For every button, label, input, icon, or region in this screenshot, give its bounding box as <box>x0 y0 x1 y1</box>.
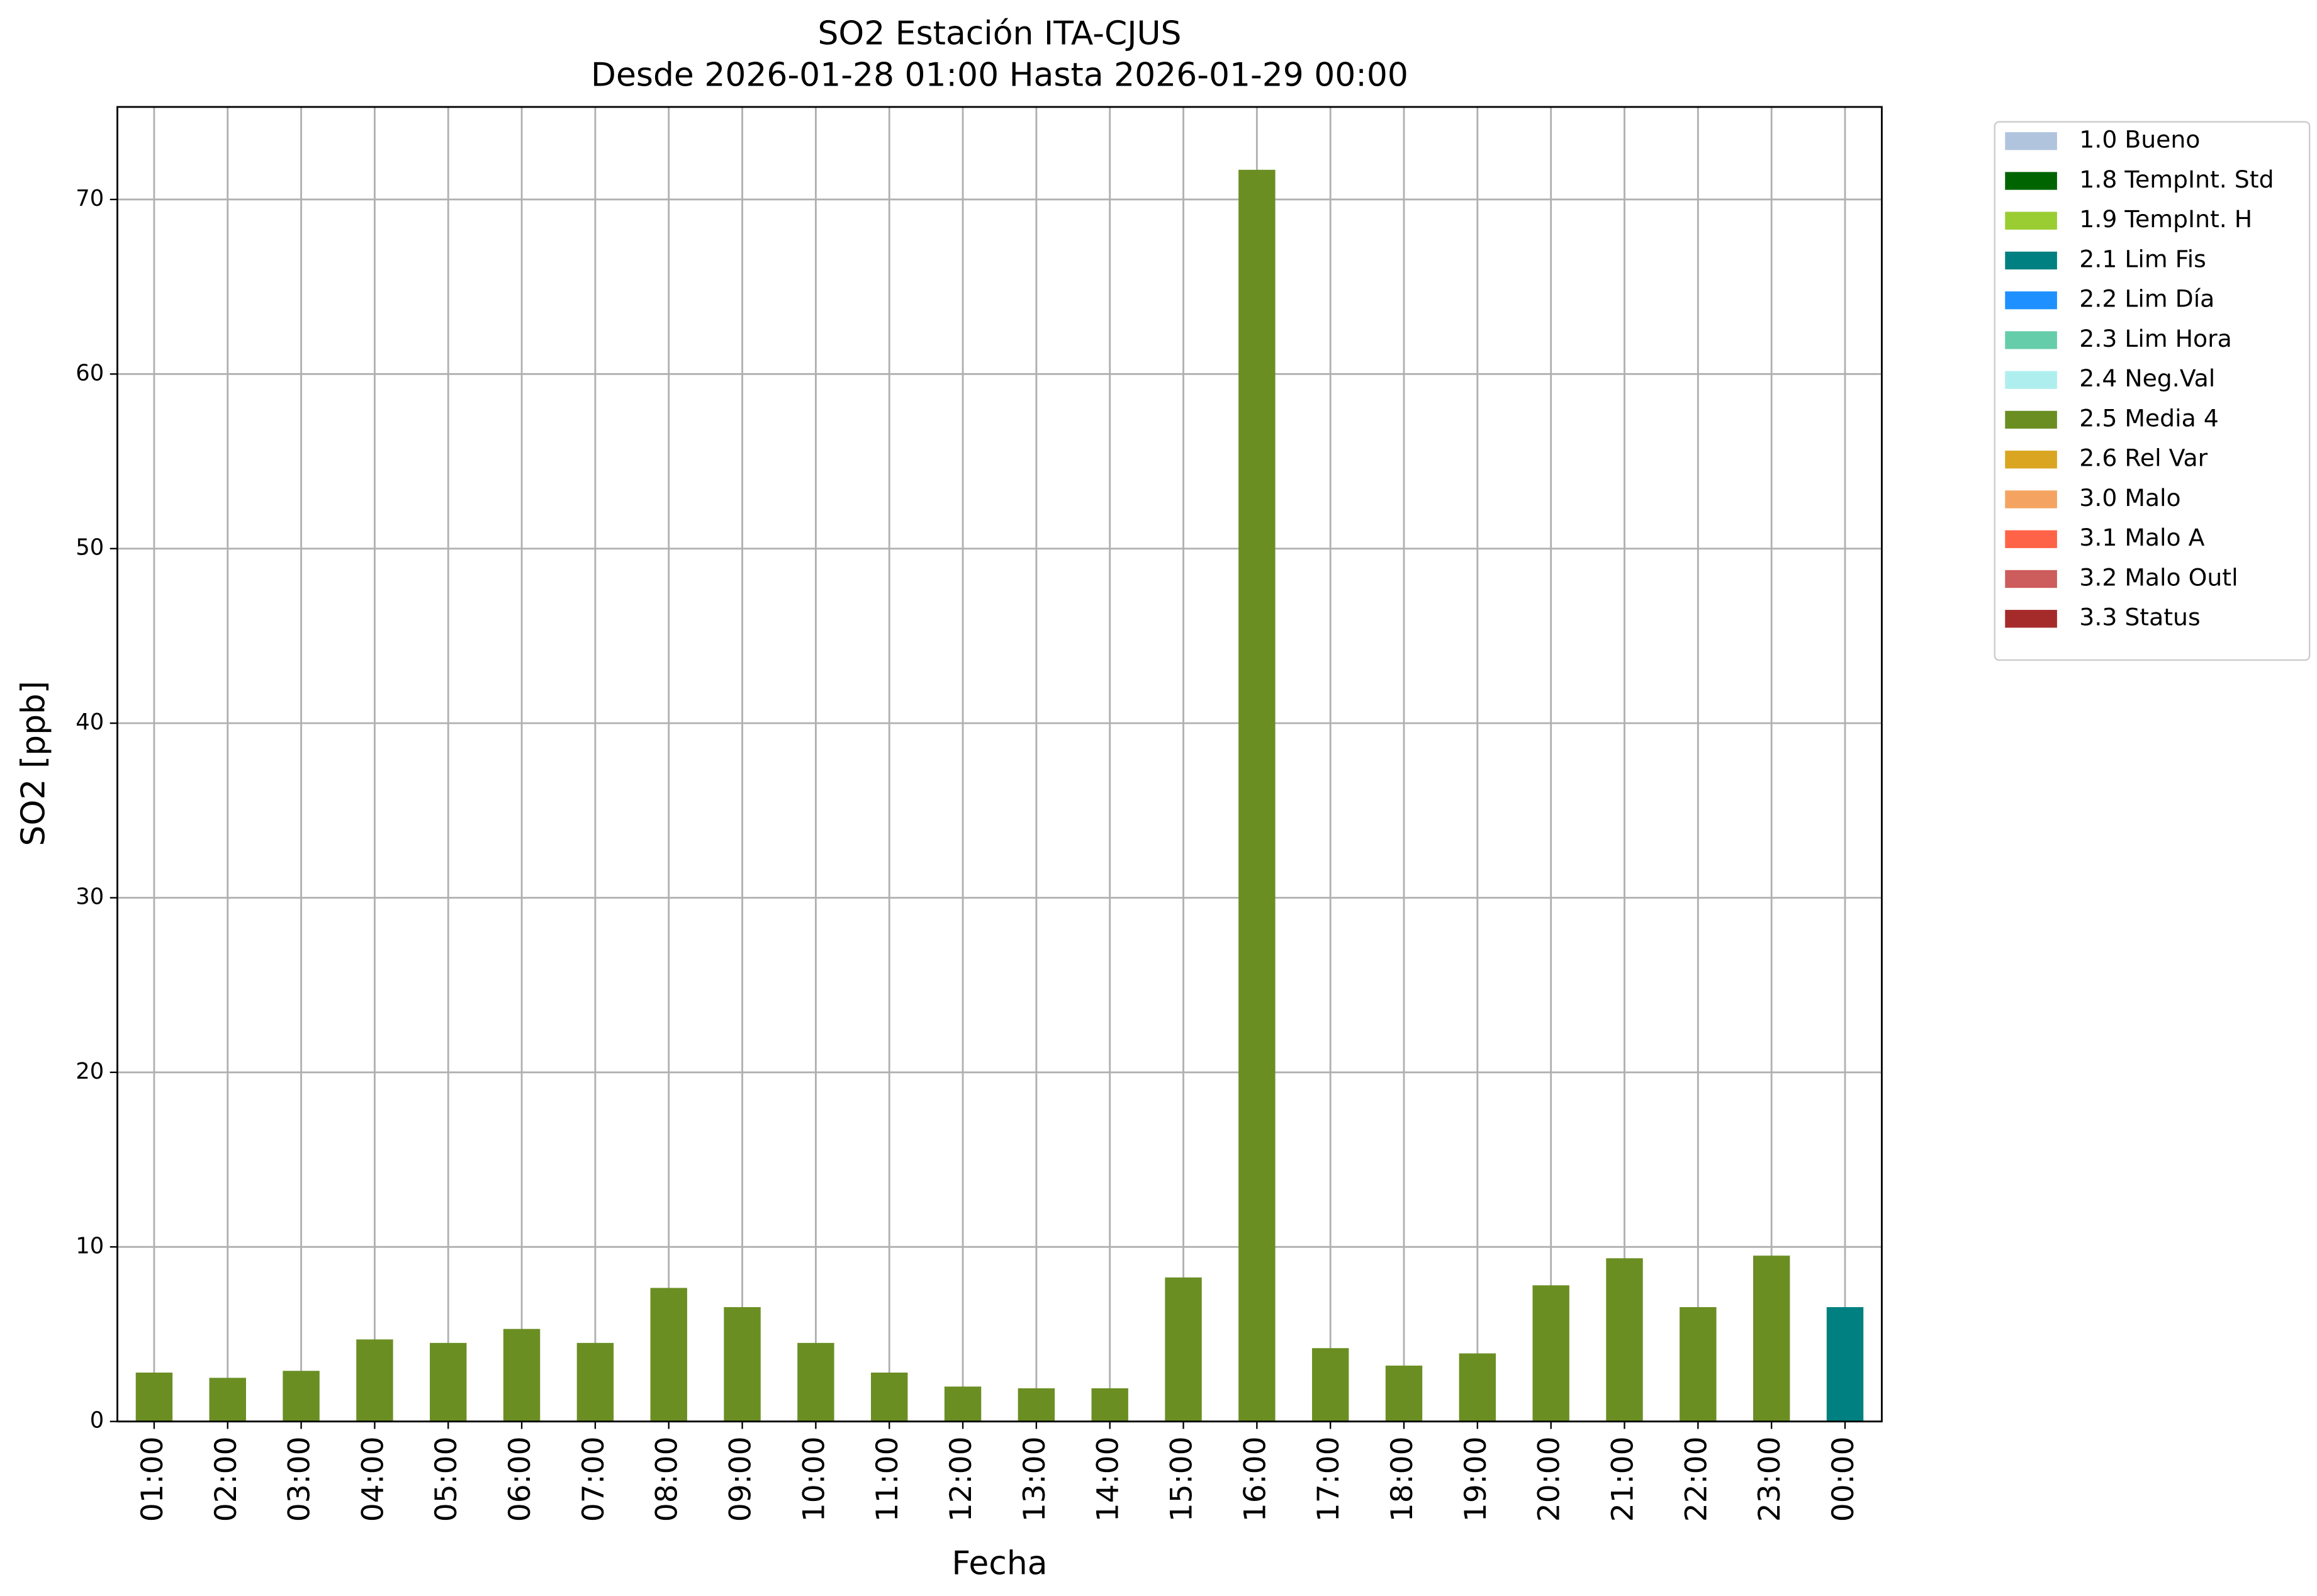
bar <box>1091 1388 1128 1422</box>
legend-label: 1.9 TempInt. H <box>2079 205 2252 233</box>
legend-box <box>1994 121 2311 661</box>
y-tick-label: 20 <box>76 1059 104 1084</box>
bar <box>209 1378 246 1422</box>
bar <box>283 1371 320 1422</box>
legend-swatch <box>2005 451 2057 469</box>
legend-swatch <box>2005 331 2057 349</box>
y-tick-label: 30 <box>76 884 104 910</box>
legend-swatch <box>2005 371 2057 389</box>
x-tick-label: 17:00 <box>1311 1436 1346 1522</box>
x-tick-label: 10:00 <box>797 1436 831 1522</box>
bar <box>650 1288 687 1422</box>
x-tick-label: 00:00 <box>1826 1436 1861 1522</box>
legend-label: 2.1 Lim Fis <box>2079 245 2206 273</box>
legend-swatch <box>2005 530 2057 548</box>
bar <box>1606 1258 1643 1422</box>
x-tick-label: 22:00 <box>1679 1436 1714 1522</box>
y-axis-label: SO2 [ppb] <box>15 681 53 846</box>
x-tick-label: 01:00 <box>135 1436 170 1522</box>
legend-label: 3.3 Status <box>2079 604 2200 631</box>
bar <box>1018 1388 1055 1422</box>
legend-swatch <box>2005 610 2057 628</box>
y-tick-label: 60 <box>76 360 104 386</box>
legend-swatch <box>2005 132 2057 150</box>
chart-title: SO2 Estación ITA-CJUS <box>817 15 1181 53</box>
legend-label: 3.1 Malo A <box>2079 524 2204 551</box>
legend-label: 3.2 Malo Outl <box>2079 563 2238 591</box>
bar <box>503 1329 541 1422</box>
bar <box>944 1386 982 1422</box>
x-tick-label: 21:00 <box>1606 1436 1641 1522</box>
x-tick-label: 02:00 <box>209 1436 244 1522</box>
bar <box>1165 1277 1202 1422</box>
x-tick-label: 04:00 <box>356 1436 390 1522</box>
bar <box>576 1342 614 1422</box>
x-tick-label: 07:00 <box>576 1436 611 1522</box>
legend-swatch <box>2005 251 2057 270</box>
legend-swatch <box>2005 490 2057 509</box>
legend-swatch <box>2005 410 2057 429</box>
bar <box>1753 1256 1790 1422</box>
bar <box>1826 1307 1864 1422</box>
bar <box>1385 1365 1423 1422</box>
legend-label: 3.0 Malo <box>2079 484 2180 512</box>
y-tick-label: 0 <box>90 1408 104 1434</box>
legend-label: 2.3 Lim Hora <box>2079 325 2231 352</box>
legend-swatch <box>2005 570 2057 588</box>
x-tick-label: 09:00 <box>724 1436 758 1522</box>
bar <box>430 1342 467 1422</box>
bar <box>1311 1348 1349 1422</box>
bar <box>797 1342 834 1422</box>
legend-label: 1.0 Bueno <box>2079 126 2200 154</box>
x-axis-label: Fecha <box>951 1545 1047 1583</box>
legend-label: 2.5 Media 4 <box>2079 404 2218 432</box>
legend-label: 2.4 Neg.Val <box>2079 364 2215 392</box>
bar <box>871 1373 908 1422</box>
plot-frame <box>116 106 1883 1423</box>
bar <box>724 1307 761 1422</box>
x-tick-label: 16:00 <box>1238 1436 1272 1522</box>
x-tick-label: 06:00 <box>503 1436 537 1522</box>
chart-subtitle: Desde 2026-01-28 01:00 Hasta 2026-01-29 … <box>591 57 1408 94</box>
x-tick-label: 12:00 <box>944 1436 979 1522</box>
x-tick-label: 14:00 <box>1091 1436 1126 1522</box>
x-tick-label: 23:00 <box>1753 1436 1787 1522</box>
x-tick-label: 03:00 <box>283 1436 317 1522</box>
x-tick-label: 11:00 <box>870 1436 905 1522</box>
x-tick-label: 20:00 <box>1532 1436 1567 1522</box>
bar <box>1238 169 1276 1422</box>
x-tick-label: 13:00 <box>1018 1436 1052 1522</box>
x-tick-label: 05:00 <box>429 1436 464 1522</box>
legend-swatch <box>2005 211 2057 230</box>
bar <box>1459 1353 1496 1422</box>
y-tick-label: 70 <box>76 186 104 211</box>
legend-swatch <box>2005 291 2057 310</box>
legend-label: 2.2 Lim Día <box>2079 285 2214 313</box>
legend-swatch <box>2005 172 2057 190</box>
y-tick-label: 50 <box>76 535 104 561</box>
y-tick-label: 40 <box>76 709 104 735</box>
bar <box>1680 1307 1717 1422</box>
y-tick-label: 10 <box>76 1233 104 1259</box>
bar <box>1532 1285 1569 1422</box>
legend-label: 1.8 TempInt. Std <box>2079 166 2274 193</box>
legend-label: 2.6 Rel Var <box>2079 444 2208 472</box>
x-tick-label: 15:00 <box>1165 1436 1199 1522</box>
bar <box>135 1373 173 1422</box>
x-tick-label: 19:00 <box>1459 1436 1493 1522</box>
x-tick-label: 08:00 <box>650 1436 685 1522</box>
x-tick-label: 18:00 <box>1385 1436 1420 1522</box>
bar <box>356 1339 393 1422</box>
